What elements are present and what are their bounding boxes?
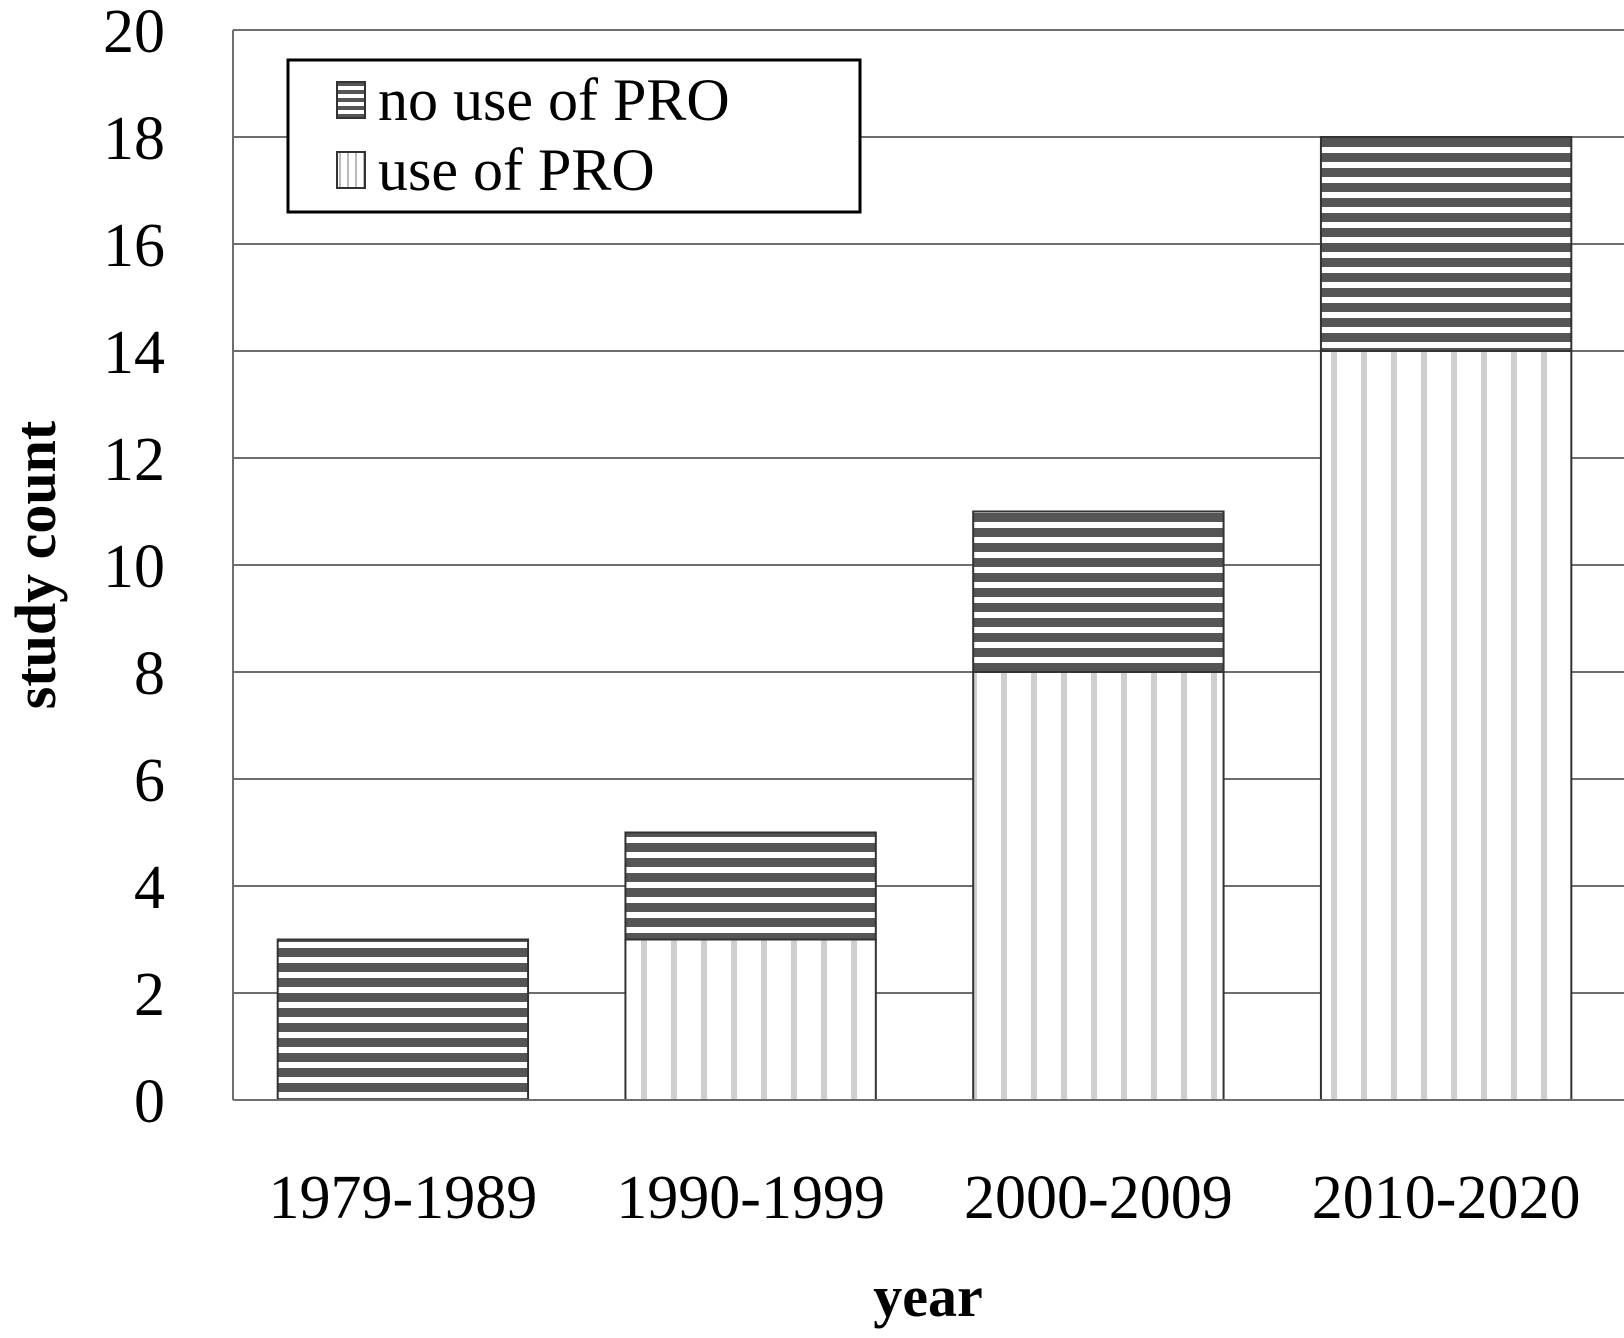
bar-no-use-of-pro-3 (1319, 136, 1573, 352)
x-axis-title: year (873, 1264, 983, 1329)
x-tick-label: 2000-2009 (964, 1164, 1233, 1232)
y-tick-label: 2 (134, 961, 165, 1029)
y-tick-label: 10 (103, 533, 165, 601)
y-tick-label: 14 (103, 319, 165, 387)
y-tick-label: 16 (103, 212, 165, 280)
x-tick-labels: 1979-1989 1990-1999 2000-2009 2010-2020 (269, 1164, 1581, 1232)
legend-box (286, 58, 862, 214)
axes (232, 30, 1624, 1101)
y-tick-label: 6 (134, 747, 165, 815)
x-tick-label: 2010-2020 (1312, 1164, 1581, 1232)
legend-swatch-no-use-of-pro (336, 81, 366, 119)
bar-use-of-pro-2 (972, 671, 1225, 1101)
x-tick-label: 1990-1999 (616, 1164, 885, 1232)
legend-swatch-use-of-pro (336, 151, 366, 189)
legend-label: use of PRO (378, 137, 655, 203)
legend-label: no use of PRO (378, 67, 730, 133)
y-tick-label: 0 (134, 1068, 165, 1136)
y-tick-label: 4 (134, 854, 165, 922)
y-tick-label: 20 (103, 0, 165, 66)
y-axis-title: study count (3, 420, 68, 709)
bars (276, 136, 1573, 1101)
bar-no-use-of-pro-2 (972, 510, 1225, 673)
y-tick-label: 18 (103, 105, 165, 173)
x-tick-label: 1979-1989 (269, 1164, 538, 1232)
gridlines (233, 29, 1624, 994)
y-tick-label: 12 (103, 426, 165, 494)
bar-use-of-pro-1 (624, 938, 877, 1101)
axis-titles: year study count (3, 420, 983, 1329)
bar-use-of-pro-3 (1319, 350, 1573, 1101)
bar-no-use-of-pro-0 (276, 938, 530, 1101)
y-tick-labels: 0 2 4 6 8 10 12 14 16 18 20 (103, 0, 165, 1136)
bar-no-use-of-pro-1 (624, 831, 877, 941)
y-tick-label: 8 (134, 640, 165, 708)
